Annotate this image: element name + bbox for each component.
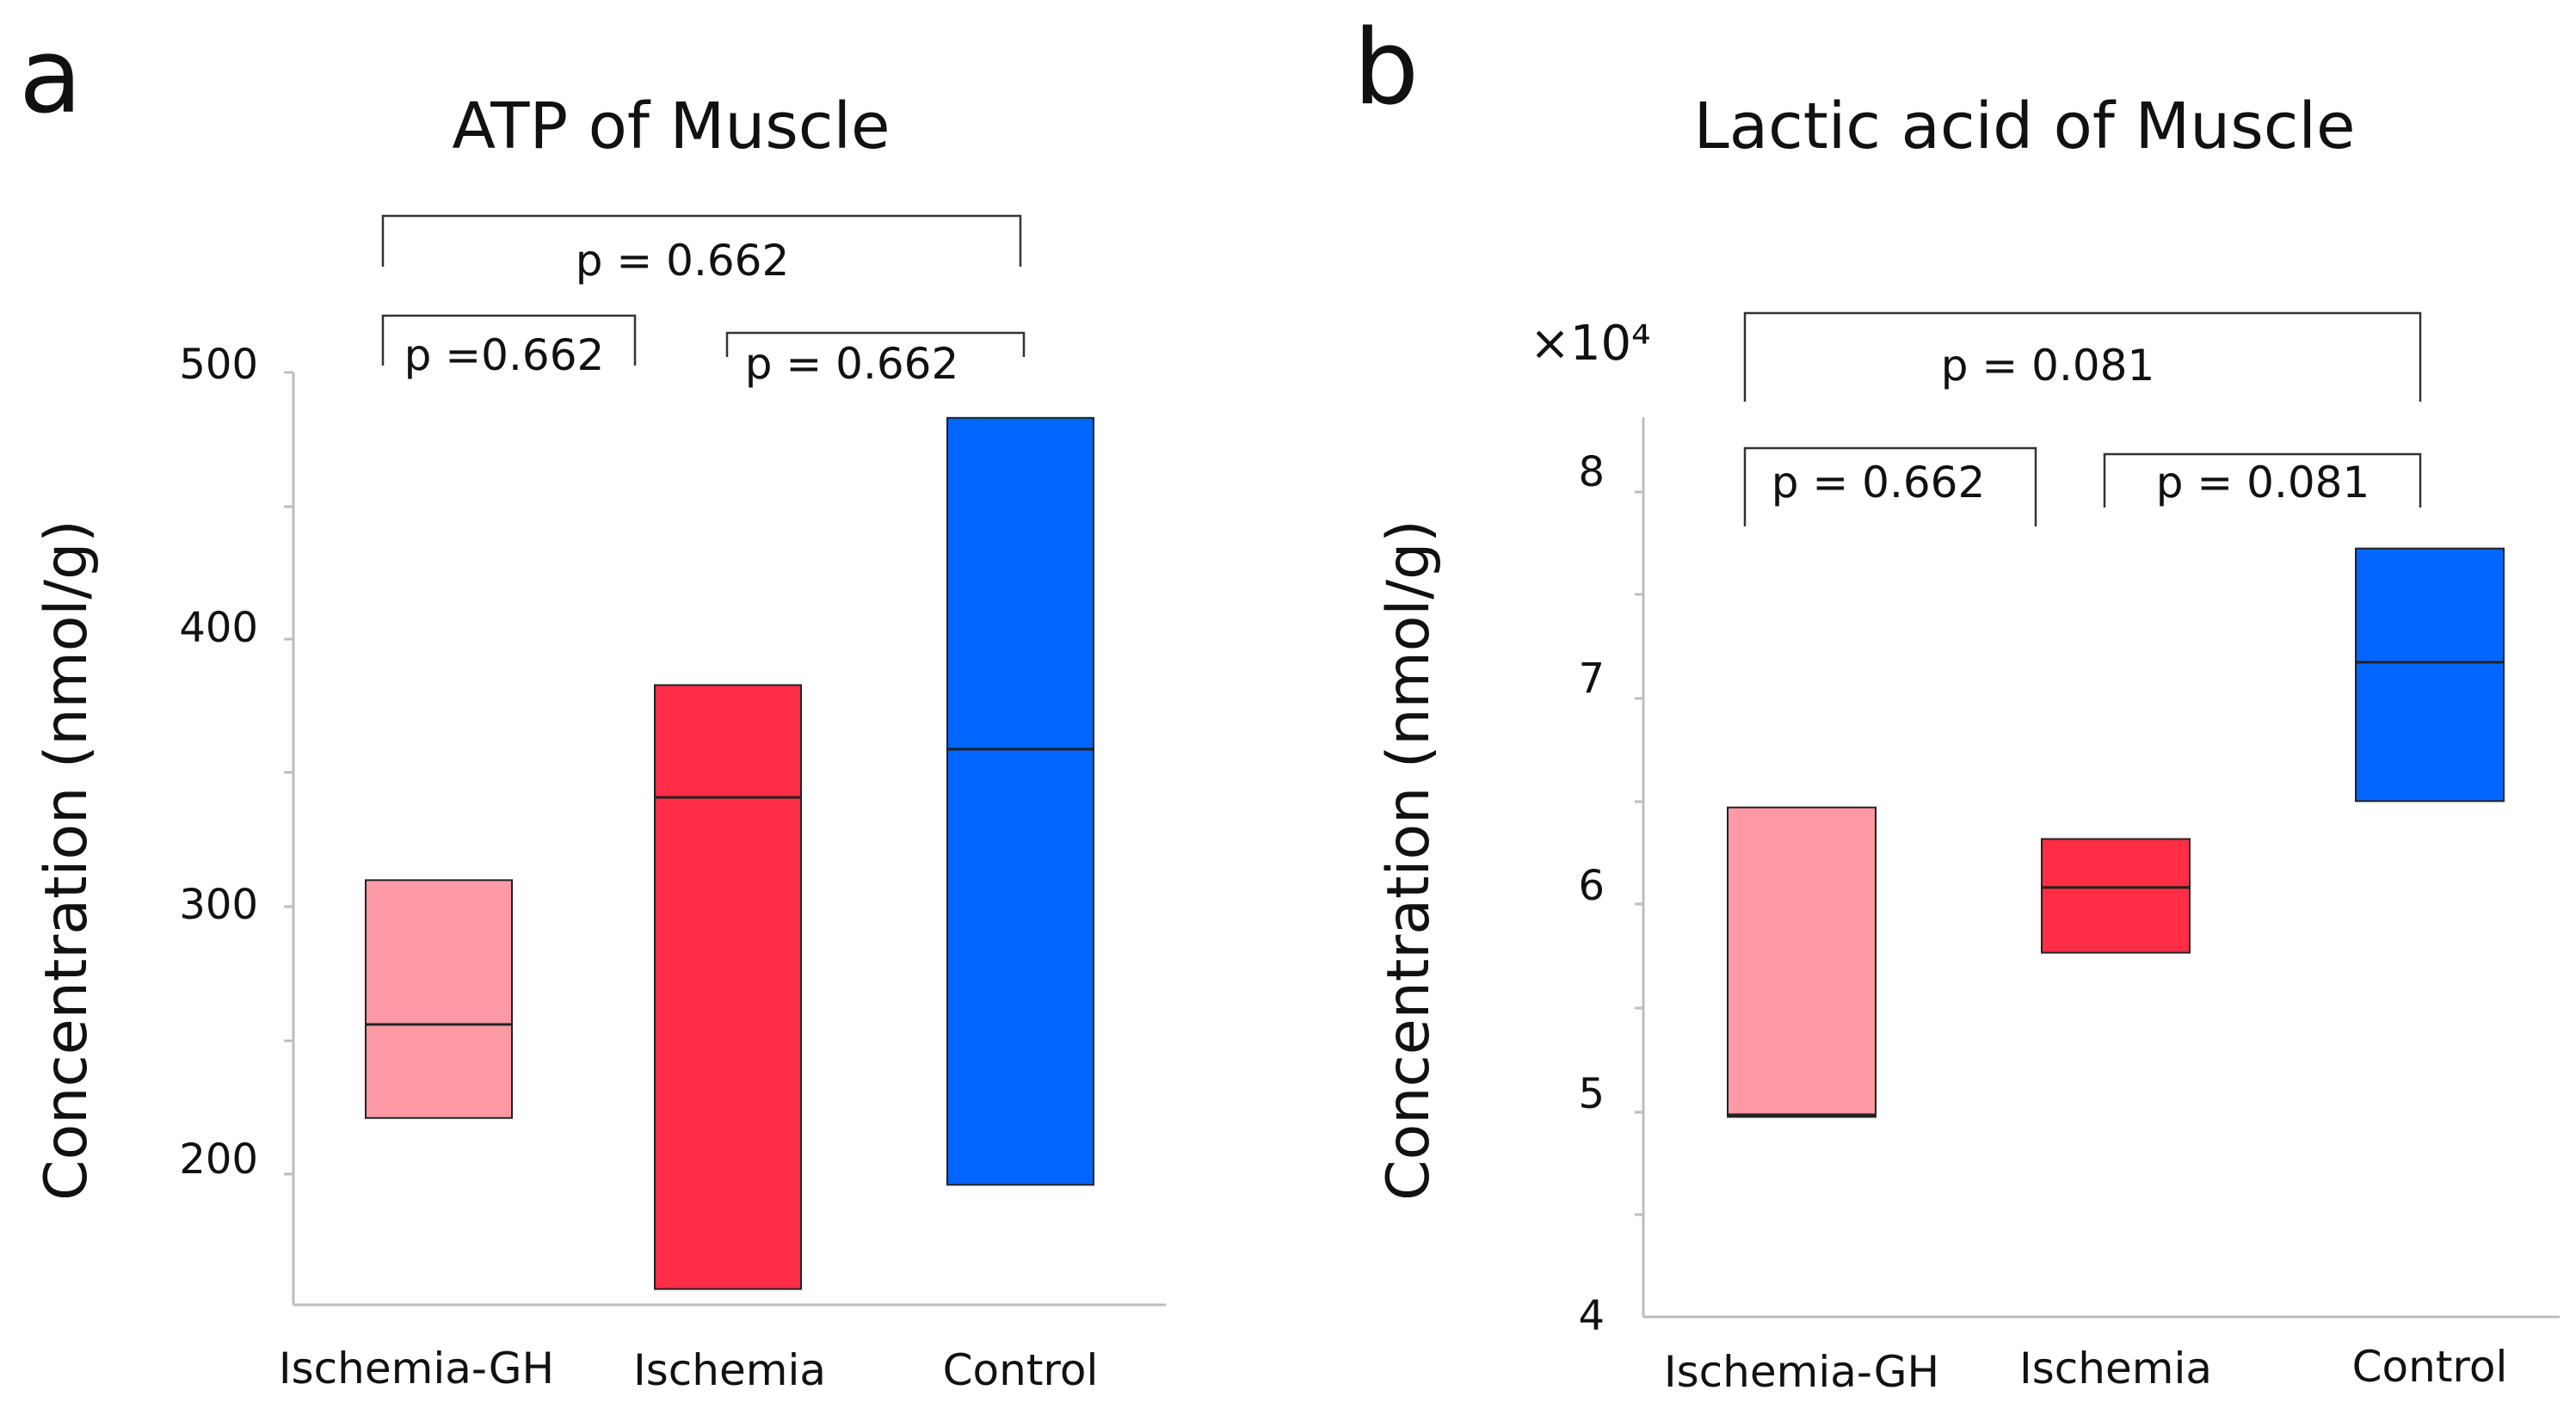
box-control xyxy=(946,416,1094,1186)
y-tick-label: 8 xyxy=(1578,448,1605,496)
significance-bracket-ischemia-vs-control xyxy=(725,331,1026,357)
y-tick-label: 500 xyxy=(179,341,258,389)
y-tick-label: 5 xyxy=(1578,1070,1605,1118)
p-value-gh-vs-ischemia: p =0.662 xyxy=(404,330,605,380)
y-tick-label: 7 xyxy=(1578,655,1605,703)
x-tick-label-ischemia-gh: Ischemia-GH xyxy=(1664,1347,1939,1397)
significance-bracket-gh-vs-control xyxy=(381,214,1022,267)
box-ischemia xyxy=(2041,838,2191,954)
panel-b: b Lactic acid of Muscle Concentration (n… xyxy=(1353,9,2560,1397)
x-tick-label-control: Control xyxy=(2352,1342,2508,1392)
p-value-ischemia-vs-control: p = 0.662 xyxy=(745,339,959,389)
box-control xyxy=(2355,547,2505,803)
significance-bracket-gh-vs-ischemia xyxy=(381,314,637,366)
p-value-gh-vs-control: p = 0.081 xyxy=(1941,341,2155,391)
y-tick-label: 200 xyxy=(179,1135,258,1184)
chart-title-b: Lactic acid of Muscle xyxy=(1693,89,2355,163)
panel-label-a: a xyxy=(19,17,83,137)
p-value-gh-vs-control: p = 0.662 xyxy=(576,236,790,286)
chart-title-a: ATP of Muscle xyxy=(452,89,890,163)
significance-bracket-gh-vs-ischemia xyxy=(1743,446,2037,526)
y-axis-multiplier: ×10⁴ xyxy=(1530,316,1651,372)
y-ticks-a: 200 300 400 500 xyxy=(179,341,293,1184)
x-tick-label-ischemia-gh: Ischemia-GH xyxy=(279,1344,554,1393)
y-ticks-b: 4 5 6 7 8 xyxy=(1578,448,1643,1340)
x-tick-label-ischemia: Ischemia xyxy=(2019,1344,2212,1393)
y-axis-label-b: Concentration (nmol/g) xyxy=(1375,520,1443,1201)
box-series-a xyxy=(365,416,1094,1290)
y-tick-label: 400 xyxy=(179,604,258,652)
box-ischemia-gh xyxy=(1727,806,1877,1118)
panel-label-b: b xyxy=(1353,9,1419,128)
y-tick-label: 6 xyxy=(1578,862,1605,910)
box-ischemia-gh xyxy=(365,879,513,1119)
box-ischemia xyxy=(654,684,802,1290)
p-value-ischemia-vs-control: p = 0.081 xyxy=(2156,458,2370,507)
x-tick-label-ischemia: Ischemia xyxy=(633,1345,826,1395)
y-axis-label-a: Concentration (nmol/g) xyxy=(33,520,101,1201)
p-value-gh-vs-ischemia: p = 0.662 xyxy=(1772,458,1986,507)
significance-bracket-ischemia-vs-control xyxy=(2103,452,2422,507)
x-tick-label-control: Control xyxy=(943,1345,1099,1395)
y-tick-label: 4 xyxy=(1578,1292,1605,1340)
significance-bracket-gh-vs-control xyxy=(1743,311,2422,402)
box-series-b xyxy=(1727,547,2505,1118)
panel-a: a ATP of Muscle Concentration (nmol/g) 2… xyxy=(19,17,1166,1395)
y-tick-label: 300 xyxy=(179,881,258,929)
